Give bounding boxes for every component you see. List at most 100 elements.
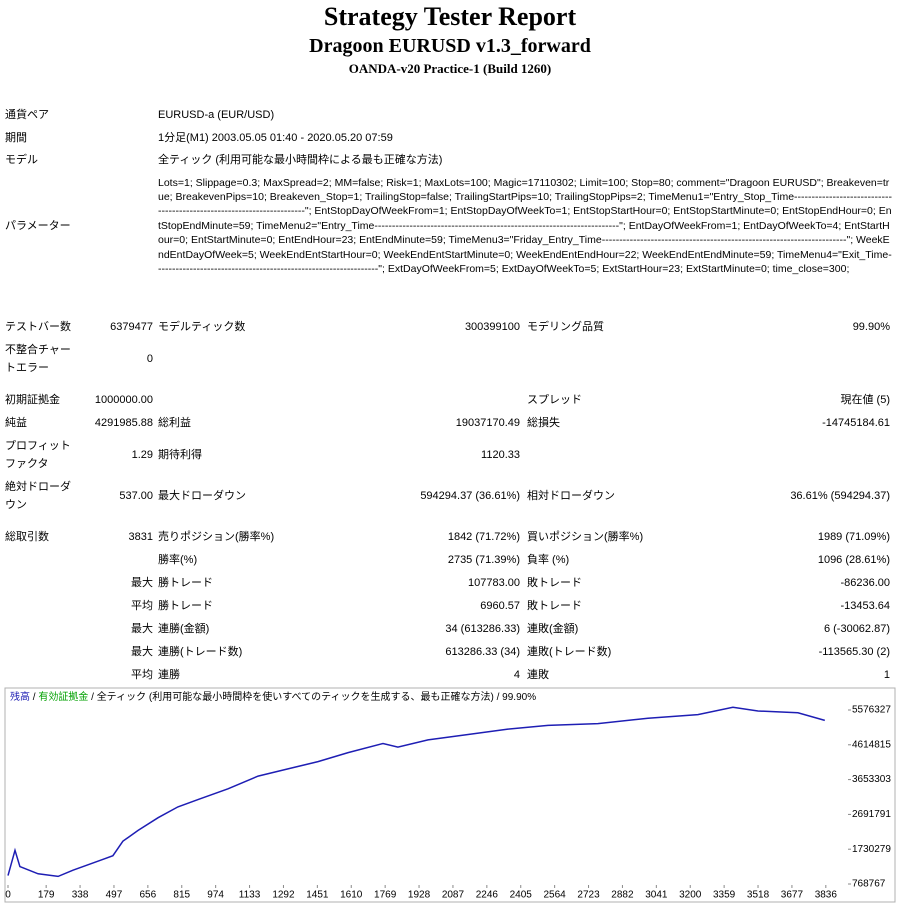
x-tick-label: 2087 bbox=[442, 890, 465, 901]
stat-value: 4291985.88 bbox=[94, 416, 153, 429]
stat-value: -86236.00 bbox=[840, 576, 890, 589]
y-tick-label: 1730279 bbox=[852, 844, 891, 855]
x-tick-label: 3041 bbox=[645, 890, 668, 901]
stat-value: 1.29 bbox=[131, 448, 153, 461]
x-tick-label: 0 bbox=[5, 890, 11, 901]
y-tick-label: 5576327 bbox=[852, 705, 891, 716]
legend-item: 残高 bbox=[10, 690, 30, 703]
y-tick-label: 2691791 bbox=[852, 809, 891, 820]
stat-label: プロフィットファクタ bbox=[5, 439, 71, 470]
stat-label: 不整合チャートエラー bbox=[5, 343, 71, 374]
stat-value: 0 bbox=[146, 352, 153, 365]
stat-value: 107783.00 bbox=[468, 576, 520, 589]
x-tick-label: 656 bbox=[140, 890, 157, 901]
stat-value: 537.00 bbox=[119, 489, 153, 502]
stat-label: スプレッド bbox=[527, 393, 582, 406]
info-value: 全ティック (利用可能な最小時間枠による最も正確な方法) bbox=[158, 154, 443, 166]
stat-label: 最大ドローダウン bbox=[158, 489, 246, 502]
balance-chart: 768767 1730279 2691791 3653303 4614815 557632… bbox=[4, 687, 896, 903]
y-tick-label: 3653303 bbox=[852, 774, 891, 785]
y-tick-label: 768767 bbox=[852, 879, 886, 890]
x-tick-label: 3677 bbox=[781, 890, 804, 901]
stat-label: 勝率(%) bbox=[158, 553, 198, 566]
stat-value: -14745184.61 bbox=[822, 416, 890, 429]
stat-value: 1842 (71.72%) bbox=[447, 530, 520, 543]
stat-value: 36.61% (594294.37) bbox=[790, 489, 890, 502]
stat-value: 平均 bbox=[131, 599, 153, 612]
chart-frame bbox=[4, 687, 896, 903]
x-tick-label: 3518 bbox=[747, 890, 770, 901]
stat-value: 平均 bbox=[131, 668, 153, 681]
stat-value: 2735 (71.39%) bbox=[447, 553, 520, 566]
stat-value: 1000000.00 bbox=[94, 393, 153, 406]
info-row: 通貨ペア EURUSD-a (EUR/USD) bbox=[0, 104, 895, 127]
x-tick-label: 2405 bbox=[510, 890, 533, 901]
legend-item: 全ティック (利用可能な最小時間枠を使いすべてのティックを生成する、最も正確な方… bbox=[97, 690, 494, 703]
x-tick-label: 2564 bbox=[544, 890, 567, 901]
stat-value: 6960.57 bbox=[480, 599, 520, 612]
legend-item: 99.90% bbox=[502, 692, 536, 703]
stat-label: 総利益 bbox=[158, 416, 191, 429]
stat-label: 初期証拠金 bbox=[5, 393, 60, 406]
stat-value: -113565.30 (2) bbox=[818, 645, 890, 658]
stat-label: 敗トレード bbox=[527, 576, 582, 589]
stat-label: 絶対ドローダウン bbox=[5, 480, 71, 511]
x-tick-label: 1451 bbox=[306, 890, 329, 901]
stat-value: 6379477 bbox=[110, 320, 153, 333]
info-value: EURUSD-a (EUR/USD) bbox=[158, 109, 275, 121]
info-label: パラメーター bbox=[5, 219, 71, 232]
y-tick-label: 4614815 bbox=[852, 739, 891, 750]
info-label: 通貨ペア bbox=[5, 109, 49, 121]
stat-label: 連敗(トレード数) bbox=[527, 645, 612, 658]
x-tick-label: 1292 bbox=[272, 890, 295, 901]
stat-value: 3831 bbox=[128, 530, 153, 543]
stat-label: 連勝(トレード数) bbox=[158, 645, 243, 658]
x-tick-label: 974 bbox=[207, 890, 224, 901]
x-tick-label: 1133 bbox=[239, 890, 261, 901]
stat-label: 負率 (%) bbox=[527, 553, 570, 566]
info-value: 1分足(M1) 2003.05.05 01:40 - 2020.05.20 07… bbox=[158, 131, 393, 144]
x-tick-label: 3200 bbox=[679, 890, 702, 901]
x-tick-label: 815 bbox=[173, 890, 190, 901]
x-tick-label: 179 bbox=[38, 890, 55, 901]
stat-value: 最大 bbox=[131, 576, 153, 589]
x-tick-label: 338 bbox=[72, 890, 89, 901]
stat-value: 99.90% bbox=[852, 320, 890, 333]
info-section: 通貨ペア EURUSD-a (EUR/USD) 期間 1分足(M1) 2003.05.… bbox=[0, 104, 895, 280]
stat-value: 1096 (28.61%) bbox=[817, 553, 890, 566]
stat-value: 300399100 bbox=[464, 320, 520, 333]
info-label: 期間 bbox=[5, 131, 27, 144]
report-title: Strategy Tester Report bbox=[323, 2, 577, 31]
stat-value: 1120.33 bbox=[481, 448, 520, 461]
stat-value: 19037170.49 bbox=[455, 416, 520, 429]
x-tick-label: 3836 bbox=[815, 890, 838, 901]
stat-label: 連敗(金額) bbox=[527, 622, 579, 635]
stat-label: 連勝(金額) bbox=[158, 622, 210, 635]
x-tick-label: 497 bbox=[106, 890, 123, 901]
x-tick-label: 3359 bbox=[713, 890, 736, 901]
stat-value: 6 (-30062.87) bbox=[823, 622, 890, 635]
stats-section: テストバー数 6379477 モデルティック数 300399100 モデリング品質 99.… bbox=[5, 315, 890, 686]
legend-item: 有効証拠金 bbox=[38, 690, 88, 703]
stat-value: 最大 bbox=[131, 622, 153, 635]
stat-label: モデルティック数 bbox=[158, 320, 246, 333]
info-row: モデル 全ティック (利用可能な最小時間枠による最も正確な方法) bbox=[0, 149, 895, 172]
legend-item: / bbox=[30, 692, 38, 703]
x-tick-label: 2882 bbox=[611, 890, 634, 901]
stat-value: 613286.33 (34) bbox=[445, 645, 520, 658]
stat-label: 敗トレード bbox=[527, 599, 582, 612]
stat-value: 1989 (71.09%) bbox=[817, 530, 890, 543]
stat-label: 総損失 bbox=[527, 416, 560, 429]
stat-value: 4 bbox=[513, 668, 520, 681]
stat-label: テストバー数 bbox=[5, 320, 71, 333]
info-row: 期間 1分足(M1) 2003.05.05 01:40 - 2020.05.20 … bbox=[0, 127, 895, 150]
stats-group: テストバー数 6379477 モデルティック数 300399100 モデリング品質 99.… bbox=[5, 315, 890, 379]
stat-label: 売りポジション(勝率%) bbox=[158, 530, 275, 543]
stats-group: 総取引数 3831 売りポジション(勝率%) 1842 (71.72%) 買いポジション… bbox=[5, 525, 890, 686]
stat-value: 1 bbox=[883, 668, 890, 681]
stat-label: 相対ドローダウン bbox=[527, 489, 615, 502]
stat-value: 34 (613286.33) bbox=[445, 622, 520, 635]
stat-label: 純益 bbox=[5, 416, 27, 429]
balance-line bbox=[7, 706, 826, 878]
